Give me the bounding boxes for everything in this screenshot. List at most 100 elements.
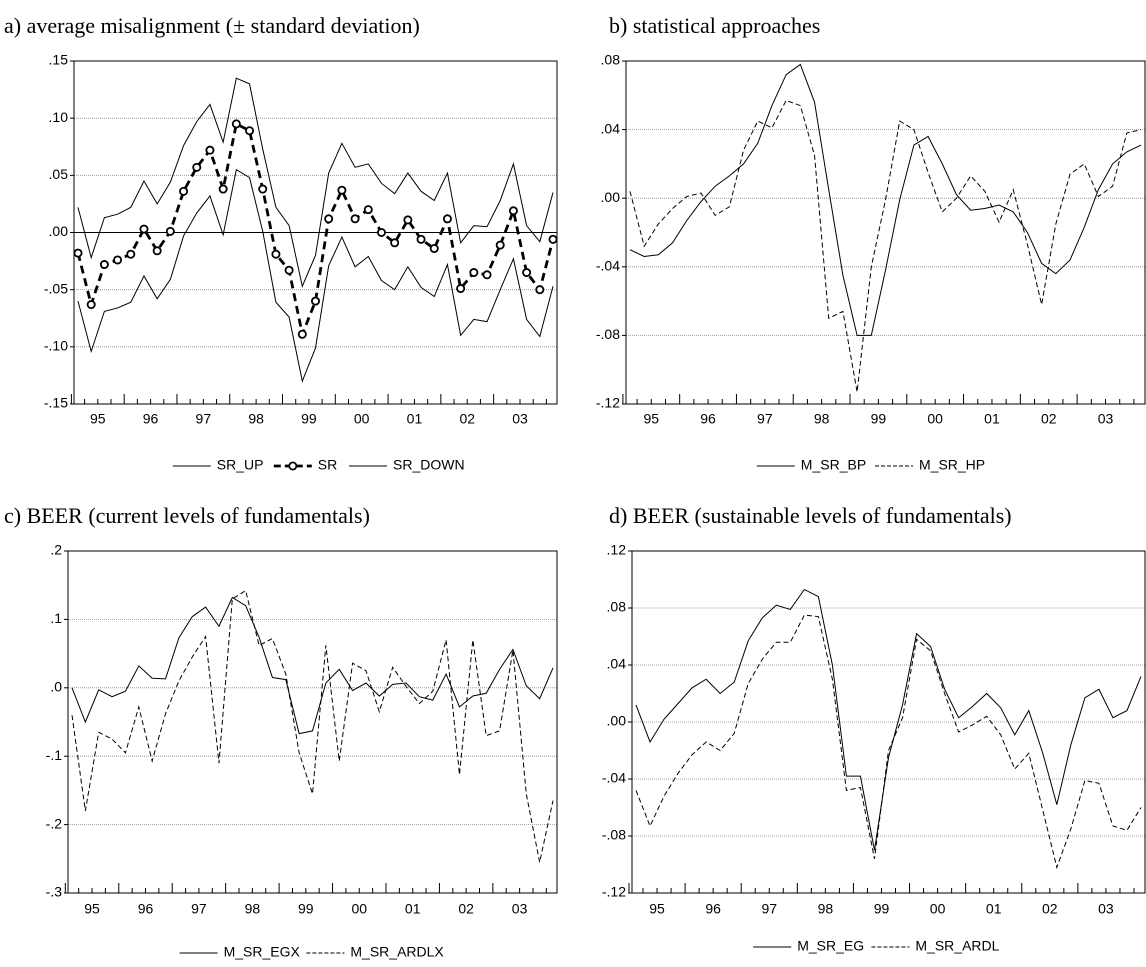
- x-tick-label: 95: [644, 411, 660, 427]
- y-tick-label: .1: [50, 610, 62, 626]
- series-marker: [429, 244, 439, 254]
- series-marker: [390, 238, 400, 248]
- x-tick-label: 01: [986, 901, 1002, 917]
- x-tick-label: 96: [138, 901, 154, 917]
- x-tick-label: 01: [405, 901, 421, 917]
- y-tick-label: -.10: [44, 338, 68, 354]
- series-line: [635, 588, 1142, 851]
- y-tick-label: .04: [607, 656, 627, 672]
- series-marker: [99, 260, 109, 270]
- series-marker: [258, 184, 268, 194]
- x-tick-label: 97: [761, 901, 777, 917]
- plot-frame: [631, 550, 1146, 894]
- y-tick-label: -.08: [596, 326, 620, 342]
- series-line: [635, 614, 1142, 870]
- series-marker: [403, 215, 413, 225]
- panel: a) average misalignment (± standard devi…: [4, 13, 558, 473]
- series-marker: [442, 214, 452, 224]
- series-line: [629, 99, 1142, 393]
- y-tick-label: -.15: [44, 395, 68, 411]
- series-marker: [205, 145, 215, 155]
- series-line: [71, 589, 554, 863]
- x-tick-label: 00: [351, 901, 367, 917]
- series-marker: [218, 184, 228, 194]
- series-marker: [416, 234, 426, 244]
- series-line: [629, 63, 1142, 336]
- x-tick-label: 99: [301, 411, 317, 427]
- y-tick-label: -.04: [596, 258, 620, 274]
- x-tick-label: 00: [354, 411, 370, 427]
- legend-label: SR_DOWN: [393, 457, 465, 473]
- y-tick-label: -.1: [46, 747, 63, 763]
- series-marker: [522, 268, 532, 278]
- x-tick-label: 00: [927, 411, 943, 427]
- legend-label: M_SR_ARDL: [915, 938, 999, 954]
- x-tick-label: 97: [196, 411, 212, 427]
- series-marker: [548, 234, 558, 244]
- chart-title: d) BEER (sustainable levels of fundament…: [609, 503, 1012, 528]
- x-tick-label: 00: [930, 901, 946, 917]
- series-marker: [73, 248, 83, 258]
- x-tick-label: 96: [143, 411, 159, 427]
- legend-label: SR: [318, 457, 337, 473]
- panel: d) BEER (sustainable levels of fundament…: [602, 503, 1146, 954]
- x-tick-label: 01: [984, 411, 1000, 427]
- series-marker: [363, 205, 373, 215]
- x-tick-label: 97: [757, 411, 773, 427]
- series-marker: [456, 284, 466, 294]
- x-tick-label: 02: [459, 411, 475, 427]
- x-tick-label: 95: [649, 901, 665, 917]
- series-marker: [139, 224, 149, 234]
- y-tick-label: -.12: [602, 884, 626, 900]
- series-marker: [179, 186, 189, 196]
- x-tick-label: 97: [191, 901, 207, 917]
- series-marker: [535, 285, 545, 295]
- series-marker: [337, 185, 347, 195]
- x-tick-label: 98: [245, 901, 261, 917]
- plot-frame: [625, 60, 1146, 405]
- plot-frame: [67, 550, 558, 894]
- series-line: [77, 168, 554, 383]
- series-line: [71, 596, 554, 735]
- series-marker: [271, 249, 281, 259]
- y-tick-label: .00: [601, 189, 621, 205]
- panel: c) BEER (current levels of fundamentals)…: [4, 503, 558, 960]
- series-marker: [350, 214, 360, 224]
- x-tick-label: 03: [512, 901, 528, 917]
- x-tick-label: 03: [512, 411, 528, 427]
- legend-label: M_SR_BP: [801, 457, 866, 473]
- series-marker: [495, 240, 505, 250]
- y-tick-label: -.12: [596, 395, 620, 411]
- plot-frame: [73, 60, 558, 405]
- series-marker: [192, 162, 202, 172]
- x-tick-label: 02: [1041, 411, 1057, 427]
- legend-marker: [288, 461, 298, 471]
- y-tick-label: .10: [49, 109, 69, 125]
- legend-label: M_SR_EG: [797, 938, 864, 954]
- y-tick-label: .12: [607, 542, 627, 558]
- series-marker: [297, 329, 307, 339]
- x-tick-label: 99: [874, 901, 890, 917]
- series-marker: [113, 255, 123, 265]
- y-tick-label: -.08: [602, 827, 626, 843]
- x-tick-label: 98: [248, 411, 264, 427]
- series-marker: [469, 268, 479, 278]
- series-marker: [508, 206, 518, 216]
- series-marker: [86, 300, 96, 310]
- x-tick-label: 03: [1098, 411, 1114, 427]
- series-marker: [376, 227, 386, 237]
- chart-title: b) statistical approaches: [609, 13, 820, 38]
- legend-label: M_SR_HP: [919, 457, 985, 473]
- x-tick-label: 95: [90, 411, 106, 427]
- x-tick-label: 02: [458, 901, 474, 917]
- x-tick-label: 98: [818, 901, 834, 917]
- x-tick-label: 02: [1042, 901, 1058, 917]
- y-tick-label: -.2: [46, 815, 63, 831]
- series-marker: [310, 296, 320, 306]
- y-tick-label: .08: [607, 599, 627, 615]
- y-tick-label: -.04: [602, 770, 626, 786]
- x-tick-label: 96: [700, 411, 716, 427]
- x-tick-label: 95: [84, 901, 100, 917]
- legend-label: M_SR_ARDLX: [350, 944, 444, 960]
- x-tick-label: 99: [298, 901, 314, 917]
